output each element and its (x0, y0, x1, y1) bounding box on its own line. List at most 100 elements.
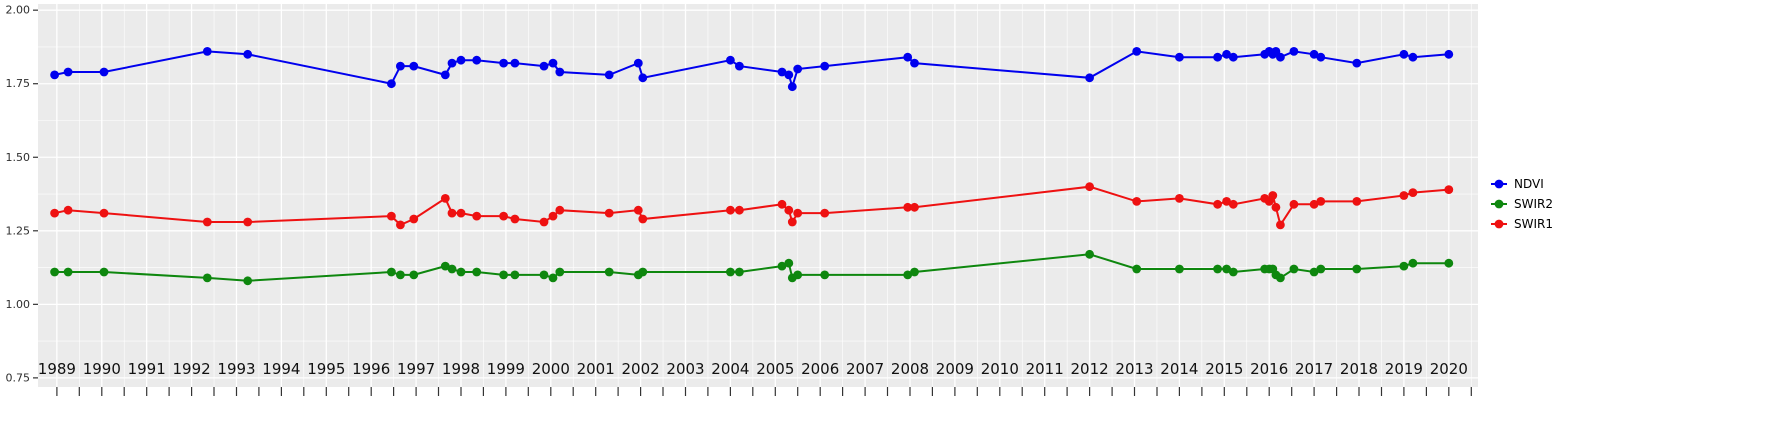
data-point (1213, 199, 1222, 209)
data-point (472, 55, 482, 65)
legend-label: SWIR1 (1514, 217, 1553, 231)
x-axis-tick-label: 1999 (487, 360, 525, 378)
data-point (499, 270, 508, 280)
data-point (202, 273, 212, 283)
data-point (387, 267, 396, 277)
data-point (1316, 264, 1326, 274)
data-point (793, 270, 803, 280)
data-point (440, 70, 450, 80)
data-point (820, 208, 830, 218)
x-axis-tick-label: 1998 (442, 360, 480, 378)
data-point (447, 208, 457, 218)
data-point (777, 67, 787, 77)
data-point (50, 70, 59, 80)
x-axis-tick-label: 2002 (622, 360, 660, 378)
data-point (1352, 197, 1362, 206)
data-point (1132, 264, 1142, 274)
data-point (1399, 261, 1409, 271)
data-point (1408, 188, 1418, 198)
data-point (1309, 267, 1319, 277)
data-point (1408, 52, 1418, 62)
data-point (1444, 49, 1454, 59)
x-axis-tick-label: 2003 (666, 360, 704, 378)
data-point (1085, 182, 1094, 192)
data-point (1444, 258, 1454, 268)
data-point (396, 270, 405, 280)
x-axis-tick-label: 2017 (1295, 360, 1333, 378)
data-point (820, 61, 830, 71)
data-point (1276, 220, 1285, 230)
data-point (604, 70, 614, 80)
legend-item-swir2: SWIR2 (1489, 195, 1553, 213)
legend-label: SWIR2 (1514, 197, 1553, 211)
data-point (1228, 267, 1238, 277)
legend-key-icon (1491, 219, 1507, 229)
data-point (472, 211, 482, 221)
data-point (910, 202, 919, 212)
data-point (1276, 273, 1285, 283)
data-point (1309, 199, 1319, 209)
data-point (50, 267, 59, 277)
data-point (903, 52, 913, 62)
x-axis-tick-label: 2001 (577, 360, 615, 378)
data-point (1276, 52, 1285, 62)
data-point (456, 55, 466, 65)
data-point (1289, 199, 1299, 209)
data-point (440, 261, 450, 271)
x-axis-tick-label: 2014 (1160, 360, 1198, 378)
x-axis-tick-label: 1992 (173, 360, 211, 378)
data-point (638, 214, 648, 224)
data-point (793, 64, 803, 74)
data-point (1316, 197, 1326, 206)
x-axis-tick-label: 1995 (307, 360, 345, 378)
data-point (726, 205, 735, 215)
x-axis-tick-label: 2009 (936, 360, 974, 378)
x-axis-tick-label: 2000 (532, 360, 570, 378)
data-point (1408, 258, 1418, 268)
x-axis-tick-label: 1996 (352, 360, 390, 378)
data-point (510, 58, 520, 68)
data-point (633, 58, 643, 68)
data-point (387, 79, 396, 89)
data-point (726, 55, 735, 65)
series-swir2 (50, 249, 1454, 286)
data-point (202, 47, 212, 56)
data-point (784, 70, 794, 80)
data-point (1222, 264, 1231, 274)
series-swir1 (50, 182, 1454, 230)
data-point (1352, 58, 1362, 68)
data-point (1309, 49, 1319, 59)
data-point (1222, 197, 1231, 206)
data-point (726, 267, 735, 277)
data-point (735, 205, 744, 215)
y-axis-tick-label: 1.75 (6, 77, 31, 90)
data-point (409, 214, 419, 224)
data-point (793, 208, 803, 218)
data-point (1228, 199, 1238, 209)
data-point (202, 217, 212, 227)
legend-label: NDVI (1514, 177, 1544, 191)
data-point (1268, 191, 1278, 200)
data-point (63, 267, 73, 277)
data-point (539, 217, 549, 227)
y-axis-tick-label: 0.75 (6, 371, 31, 384)
data-point (63, 67, 73, 77)
x-axis-tick-label: 2019 (1385, 360, 1423, 378)
data-point (1175, 264, 1184, 274)
data-point (910, 267, 919, 277)
data-point (409, 270, 419, 280)
x-axis-tick-label: 1994 (262, 360, 300, 378)
data-point (1222, 49, 1231, 59)
x-axis-tick-label: 1997 (397, 360, 435, 378)
data-point (99, 267, 109, 277)
data-point (539, 61, 549, 71)
data-point (50, 208, 59, 218)
data-point (604, 208, 614, 218)
data-point (604, 267, 614, 277)
data-point (1175, 52, 1184, 62)
data-point (499, 58, 508, 68)
data-point (820, 270, 830, 280)
data-point (910, 58, 919, 68)
data-point (456, 208, 466, 218)
